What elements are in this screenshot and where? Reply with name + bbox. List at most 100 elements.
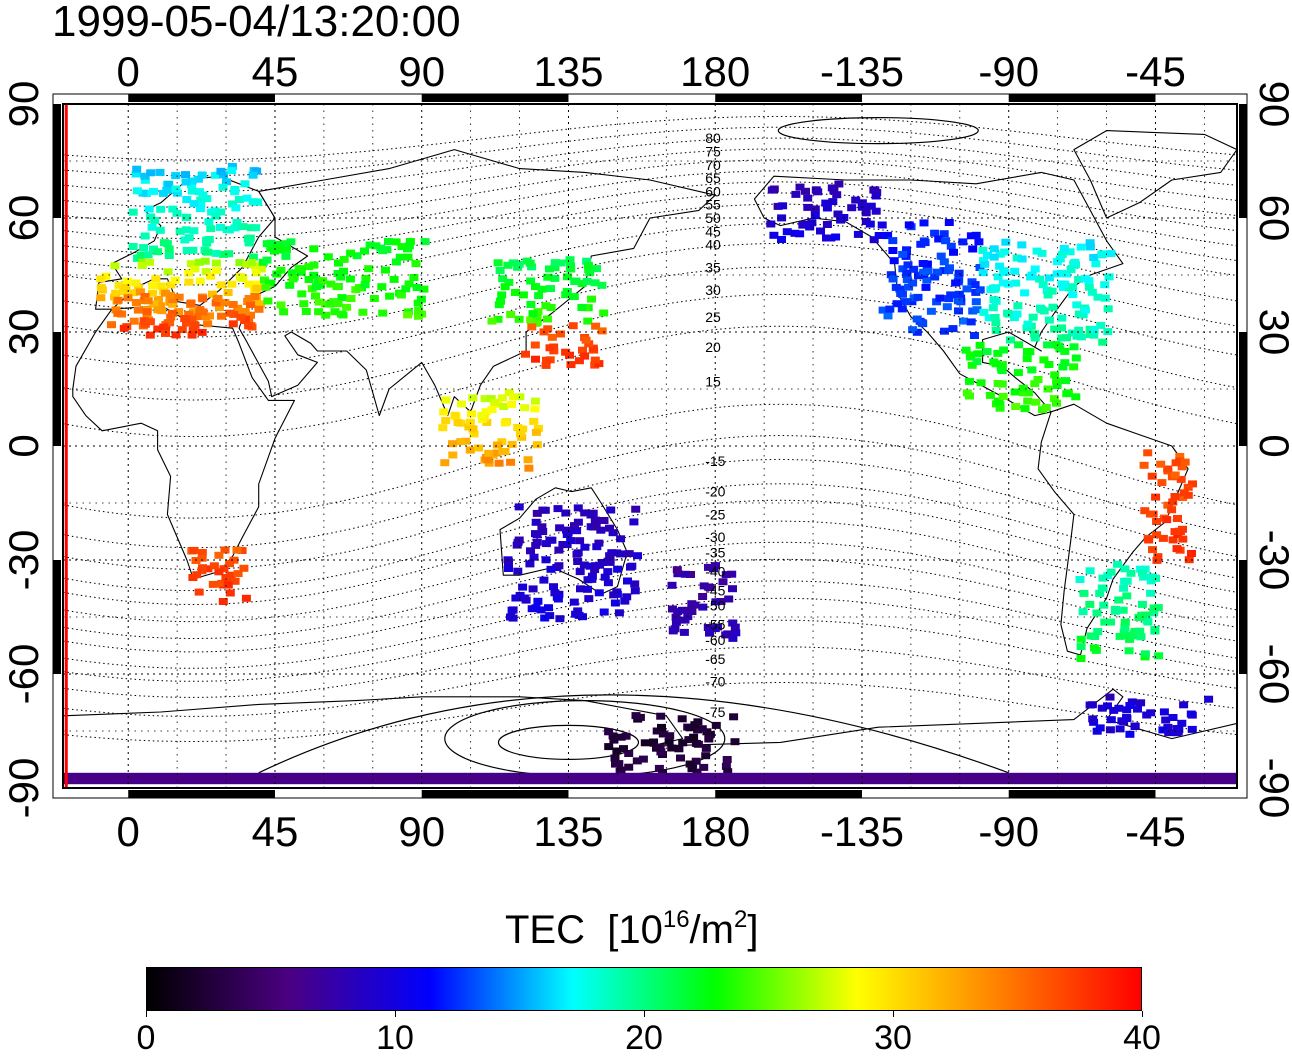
right-lat-tick-label: 0 (1251, 434, 1292, 457)
tec-cell (531, 283, 540, 291)
tec-cell (1110, 607, 1120, 615)
tec-cell (1186, 710, 1196, 718)
tec-cell (218, 183, 228, 191)
tec-cell (438, 424, 448, 432)
tec-cell (532, 531, 542, 539)
tec-region-east-asia-north (487, 256, 609, 327)
tec-cell (378, 309, 388, 317)
tec-cell (886, 271, 896, 279)
tec-cell (833, 210, 843, 218)
tec-cell (540, 614, 550, 622)
tec-cell (122, 277, 132, 285)
tec-cell (507, 440, 517, 448)
tec-cell (531, 604, 541, 612)
tec-cell (202, 195, 212, 203)
tec-cell (693, 718, 703, 726)
tec-cell (953, 297, 963, 305)
top-lon-tick-label: -90 (978, 48, 1039, 95)
tec-cell (211, 249, 221, 257)
tec-cell (1140, 650, 1150, 658)
magnetic-contour (63, 558, 1237, 653)
tec-cell (612, 549, 622, 557)
tec-cell (942, 303, 952, 311)
magnetic-contour (63, 325, 1237, 438)
tec-cell (1140, 507, 1150, 515)
tec-cell (541, 556, 551, 564)
tec-cell (1055, 255, 1065, 263)
tec-cell (526, 547, 535, 555)
bottom-lon-tick-label: -90 (978, 808, 1039, 855)
tec-cell (420, 238, 430, 246)
tec-cell (148, 289, 157, 297)
tec-cell (419, 285, 429, 293)
tec-cell (1154, 652, 1164, 660)
tec-cell (1023, 389, 1033, 397)
tec-cell (200, 257, 210, 265)
tec-cell (954, 269, 964, 277)
tec-cell (154, 295, 163, 303)
contour-label: 15 (705, 373, 721, 389)
tec-cell (1044, 361, 1054, 368)
tec-cell (483, 456, 493, 464)
tec-cell (309, 245, 319, 253)
tec-cell (518, 425, 528, 433)
tec-cell (1106, 250, 1116, 257)
tec-cell (525, 259, 535, 267)
tec-cell (1122, 715, 1132, 723)
tec-cell (465, 446, 475, 454)
tec-cell (232, 218, 242, 226)
tec-cell (1076, 635, 1086, 643)
tec-cell (568, 322, 578, 330)
tec-cell (918, 320, 928, 328)
tec-cell (1088, 715, 1098, 723)
tec-cell (1018, 389, 1028, 397)
tec-cell (1017, 241, 1027, 249)
tec-cell (133, 306, 143, 314)
tec-cell (195, 205, 205, 213)
tec-cell (163, 268, 173, 276)
tec-cell (944, 295, 954, 303)
tec-cell (530, 405, 540, 413)
tec-cell (803, 194, 813, 202)
tec-cell (168, 300, 178, 308)
tec-cell (619, 745, 628, 753)
tec-cell (1098, 574, 1108, 582)
tec-cell (1000, 268, 1010, 276)
colorbar-tick-label: 30 (874, 1019, 912, 1057)
tec-cell (1003, 309, 1013, 317)
tec-cell (242, 194, 252, 202)
tec-cell (528, 310, 538, 318)
tec-cell (217, 312, 226, 320)
tec-cell (235, 196, 244, 203)
tec-cell (918, 260, 928, 267)
tec-cell (211, 267, 221, 275)
tec-cell (620, 597, 630, 605)
tec-cell (224, 250, 234, 258)
tec-cell (180, 236, 190, 244)
tec-cell (214, 551, 224, 559)
tec-cell (262, 256, 272, 264)
tec-cell (532, 538, 542, 546)
tec-cell (168, 296, 178, 304)
tec-cell (999, 346, 1009, 354)
tec-cell (988, 304, 998, 312)
tec-cell (224, 226, 234, 234)
tec-cell (1146, 510, 1155, 518)
tec-cell (1120, 623, 1130, 631)
tec-cell (1114, 704, 1124, 712)
tec-cell (562, 541, 572, 549)
tec-cell (209, 562, 219, 570)
tec-cell (573, 504, 583, 512)
tec-cell (474, 444, 484, 452)
tec-cell (908, 326, 918, 334)
bottom-lon-tick-label: 45 (252, 808, 299, 855)
tec-cell (1136, 633, 1146, 641)
tec-cell (187, 187, 197, 195)
top-axis-segment (421, 94, 569, 102)
tec-cell (411, 260, 421, 268)
tec-cell (364, 265, 374, 273)
contour-label: -30 (705, 529, 725, 545)
tec-cell (586, 511, 596, 519)
tec-cell (970, 281, 980, 289)
tec-cell (1006, 336, 1015, 344)
